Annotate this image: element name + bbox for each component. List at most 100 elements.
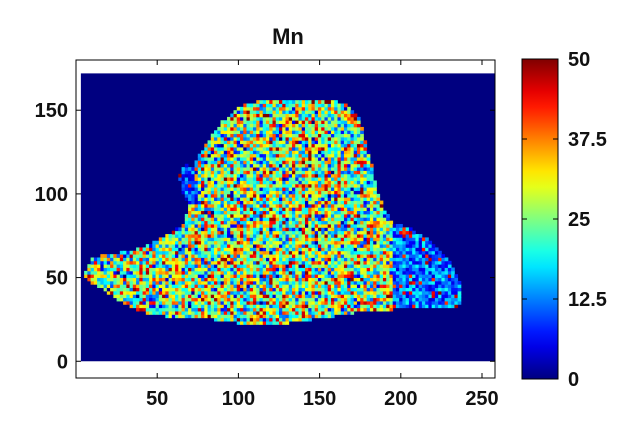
heatmap-cell [337,290,342,295]
heatmap-cell [272,247,277,252]
heatmap-cell [139,274,143,278]
heatmap-cell [431,280,436,285]
heatmap-cell [227,193,231,198]
heatmap-cell [418,264,423,268]
heatmap-cell [275,224,280,228]
heatmap-cell [249,147,254,151]
heatmap-cell [301,113,306,118]
heatmap-cell [321,203,325,208]
heatmap-cell [356,203,361,208]
heatmap-cell [197,240,202,245]
heatmap-cell [382,307,387,312]
heatmap-cell [129,280,134,285]
heatmap-cell [204,274,208,278]
heatmap-cell [324,270,329,275]
heatmap-cell [298,290,303,295]
heatmap-cell [343,187,348,191]
heatmap-cell [246,160,251,165]
heatmap-cell [369,260,374,265]
heatmap-cell [191,230,195,235]
heatmap-cell [210,143,215,148]
heatmap-cell [253,157,257,161]
heatmap-cell [227,173,231,178]
heatmap-cell [324,220,329,225]
heatmap-cell [275,244,280,248]
heatmap-cell [269,311,273,315]
heatmap-cell [188,234,192,238]
heatmap-cell [304,270,309,275]
heatmap-cell [149,244,153,248]
heatmap-cell [373,200,377,205]
heatmap-cell [236,294,241,299]
heatmap-cell [340,250,345,255]
heatmap-cell [304,244,309,248]
heatmap-cell [363,224,368,228]
heatmap-cell [249,224,254,228]
heatmap-cell [253,224,257,228]
heatmap-cell [366,264,371,268]
heatmap-cell [201,257,205,262]
heatmap-cell [256,197,260,201]
heatmap-cell [402,244,407,248]
heatmap-cell [408,254,413,258]
heatmap-cell [343,290,348,295]
heatmap-cell [402,257,407,262]
heatmap-cell [175,290,179,295]
heatmap-cell [275,304,280,309]
heatmap-cell [253,190,257,195]
heatmap-cell [249,103,254,108]
heatmap-cell [240,277,244,282]
heatmap-cell [295,213,299,218]
heatmap-cell [402,234,407,238]
heatmap-cell [321,106,325,111]
heatmap-cell [210,150,215,155]
heatmap-cell [376,307,381,312]
heatmap-cell [343,153,348,158]
heatmap-cell [269,133,273,138]
heatmap-cell [327,207,332,212]
heatmap-cell [363,200,368,205]
heatmap-cell [350,237,355,242]
heatmap-cell [337,230,342,235]
heatmap-cell [256,234,260,238]
heatmap-cell [382,287,387,292]
heatmap-cell [301,297,306,302]
heatmap-cell [405,250,410,255]
heatmap-cell [386,234,390,238]
heatmap-cell [389,220,394,225]
heatmap-cell [259,317,264,322]
heatmap-cell [334,100,338,104]
heatmap-cell [363,173,368,178]
heatmap-cell [330,173,335,178]
colorbar-gradient [522,59,558,379]
heatmap-cell [389,304,394,309]
heatmap-cell [279,227,283,232]
heatmap-cell [184,190,189,195]
heatmap-cell [356,120,361,124]
heatmap-cell [240,270,244,275]
heatmap-cell [447,290,452,295]
heatmap-cell [379,234,384,238]
heatmap-cell [317,126,322,131]
heatmap-cell [304,287,309,292]
heatmap-cell [188,173,192,178]
heatmap-cell [330,147,335,151]
heatmap-cell [386,290,390,295]
heatmap-cell [317,287,322,292]
heatmap-cell [181,290,186,295]
heatmap-cell [197,270,202,275]
heatmap-cell [256,217,260,222]
heatmap-cell [191,284,195,289]
heatmap-cell [191,200,195,205]
heatmap-cell [334,284,338,289]
heatmap-cell [269,237,273,242]
heatmap-cell [119,297,124,302]
heatmap-cell [343,183,348,188]
heatmap-cell [457,294,462,299]
heatmap-cell [201,177,205,181]
heatmap-cell [386,264,390,268]
heatmap-cell [262,170,267,175]
heatmap-cell [269,190,273,195]
heatmap-cell [269,307,273,312]
heatmap-cell [282,217,286,222]
